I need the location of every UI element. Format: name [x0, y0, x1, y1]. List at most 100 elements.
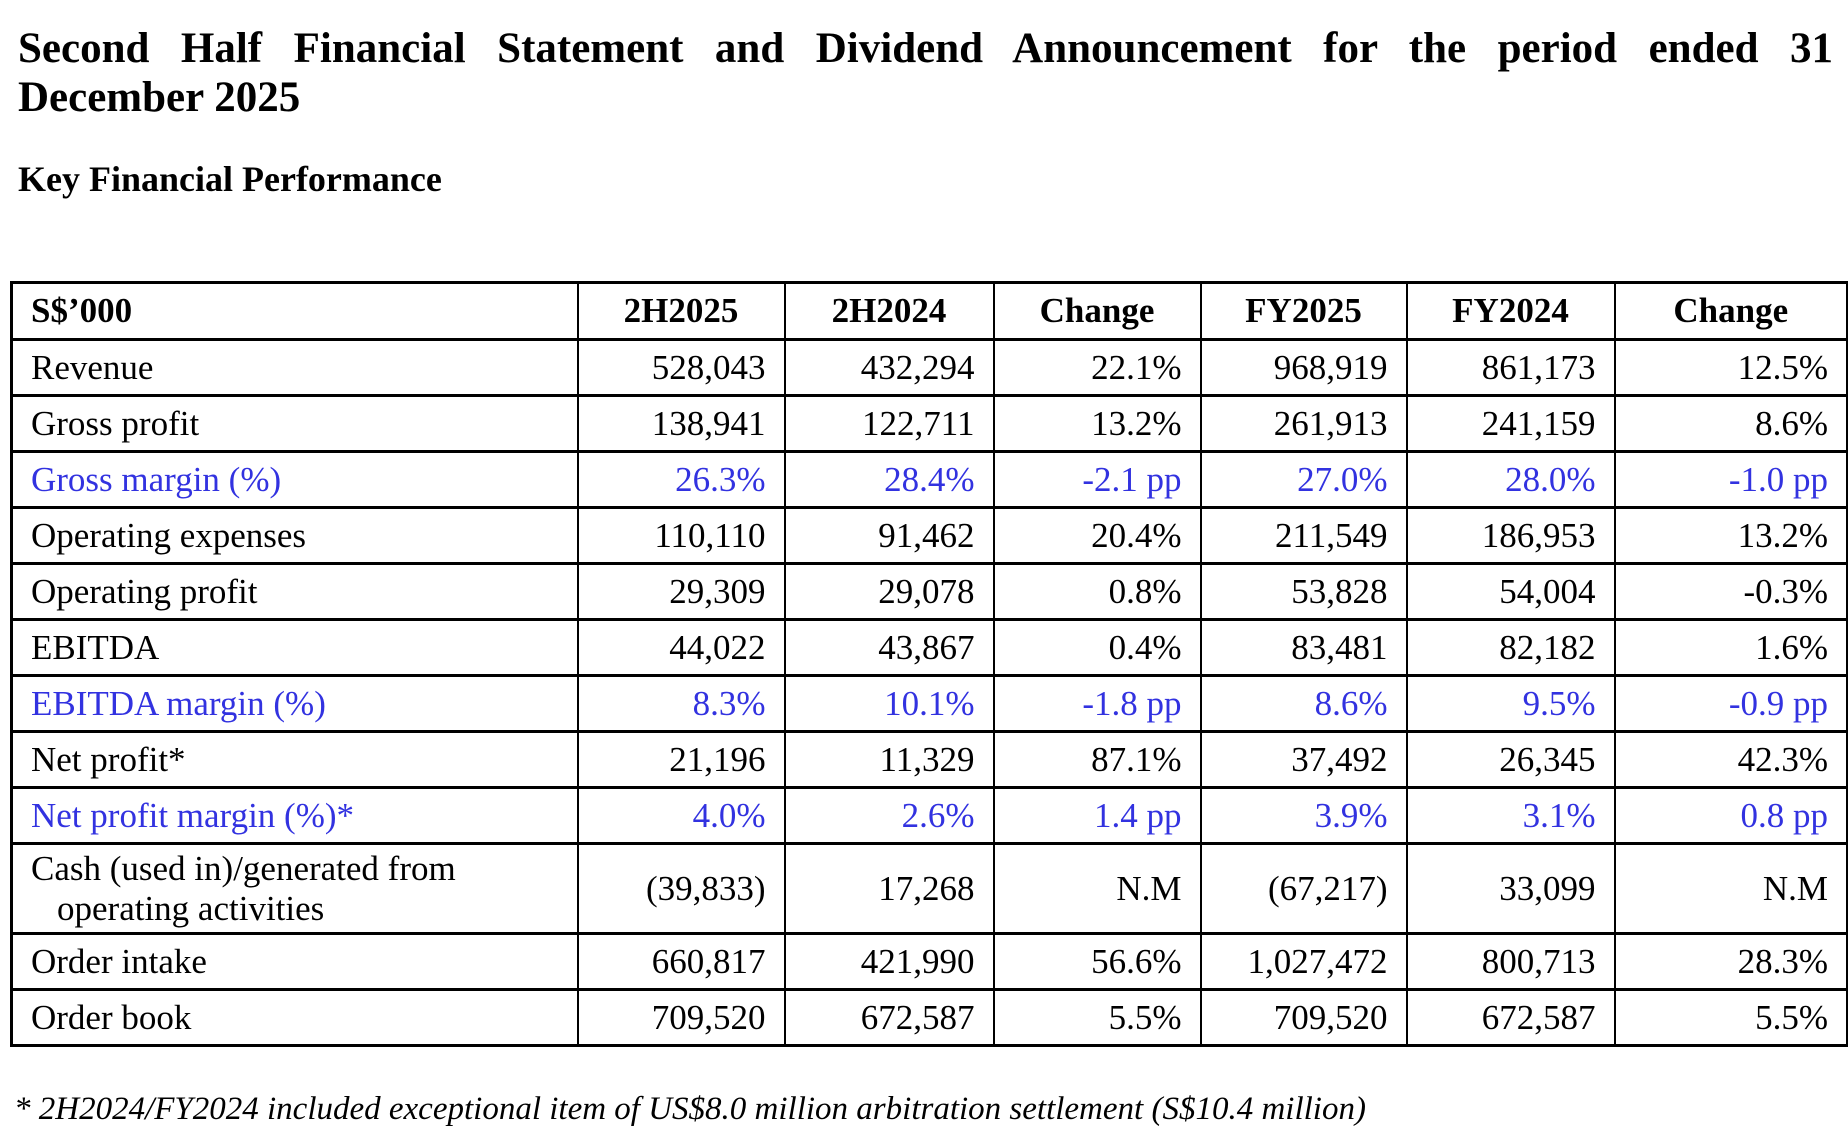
footnote: * 2H2024/FY2024 included exceptional ite… [14, 1091, 1366, 1127]
cell-value: 17,268 [783, 842, 995, 935]
column-header-fy2025: FY2025 [1199, 281, 1408, 341]
cell-value: 421,990 [783, 932, 995, 991]
cell-value: 1.6% [1613, 618, 1848, 677]
cell-value: 29,309 [576, 562, 786, 621]
cell-value: N.M [1613, 842, 1848, 935]
table-row: EBITDA margin (%) 8.3% 10.1% -1.8 pp 8.6% 9.5… [10, 674, 1848, 733]
section-heading: Key Financial Performance [18, 159, 442, 199]
cell-value: 709,520 [1199, 988, 1408, 1047]
row-label: Order intake [10, 932, 579, 991]
row-label: Net profit* [10, 730, 579, 789]
cell-value: 9.5% [1405, 674, 1616, 733]
table-row: Revenue 528,043 432,294 22.1% 968,919 861,173… [10, 338, 1848, 397]
cell-value: 13.2% [1613, 506, 1848, 565]
cell-value: 20.4% [992, 506, 1202, 565]
row-label: Revenue [10, 338, 579, 397]
row-label: EBITDA margin (%) [10, 674, 579, 733]
cell-value: 44,022 [576, 618, 786, 677]
document-title-line-1: Second Half Financial Statement and Divi… [18, 25, 1833, 72]
cell-value: -0.9 pp [1613, 674, 1848, 733]
row-label: Gross profit [10, 394, 579, 453]
cell-value: 87.1% [992, 730, 1202, 789]
column-header-2h2025: 2H2025 [576, 281, 786, 341]
cell-value: 672,587 [783, 988, 995, 1047]
cell-value: 5.5% [992, 988, 1202, 1047]
cell-value: 56.6% [992, 932, 1202, 991]
cell-value: 82,182 [1405, 618, 1616, 677]
table-row: Gross margin (%) 26.3% 28.4% -2.1 pp 27.0% 28… [10, 450, 1848, 509]
cell-value: 8.6% [1613, 394, 1848, 453]
column-header-fy2024: FY2024 [1405, 281, 1616, 341]
table-row: Order intake 660,817 421,990 56.6% 1,027,472… [10, 932, 1848, 991]
cell-value: 27.0% [1199, 450, 1408, 509]
cell-value: 110,110 [576, 506, 786, 565]
cell-value: 8.3% [576, 674, 786, 733]
cell-value: 2.6% [783, 786, 995, 845]
row-label: Cash (used in)/generated from operating a… [10, 842, 579, 935]
cell-value: 122,711 [783, 394, 995, 453]
cell-value: 28.4% [783, 450, 995, 509]
cell-value: 26.3% [576, 450, 786, 509]
table-row: Cash (used in)/generated from operating a… [10, 842, 1848, 935]
cell-value: -2.1 pp [992, 450, 1202, 509]
cell-value: 22.1% [992, 338, 1202, 397]
cell-value: 33,099 [1405, 842, 1616, 935]
cell-value: 42.3% [1613, 730, 1848, 789]
cell-value: 83,481 [1199, 618, 1408, 677]
cell-value: 3.1% [1405, 786, 1616, 845]
row-label: EBITDA [10, 618, 579, 677]
cell-value: 186,953 [1405, 506, 1616, 565]
column-header-change-halfyear: Change [992, 281, 1202, 341]
table-row: Net profit* 21,196 11,329 87.1% 37,492 26,345… [10, 730, 1848, 789]
cell-value: 8.6% [1199, 674, 1408, 733]
cell-value: 211,549 [1199, 506, 1408, 565]
row-label: Gross margin (%) [10, 450, 579, 509]
column-header-unit: S$’000 [10, 281, 579, 341]
table-row: Gross profit 138,941 122,711 13.2% 261,913 24… [10, 394, 1848, 453]
cell-value: 29,078 [783, 562, 995, 621]
cell-value: (67,217) [1199, 842, 1408, 935]
column-header-2h2024: 2H2024 [783, 281, 995, 341]
column-header-change-fullyear: Change [1613, 281, 1848, 341]
cell-value: -0.3% [1613, 562, 1848, 621]
cell-value: 13.2% [992, 394, 1202, 453]
cell-value: 0.8 pp [1613, 786, 1848, 845]
row-label: Operating profit [10, 562, 579, 621]
row-label: Operating expenses [10, 506, 579, 565]
cell-value: 0.4% [992, 618, 1202, 677]
cell-value: 11,329 [783, 730, 995, 789]
row-label: Net profit margin (%)* [10, 786, 579, 845]
document-title-line-2: December 2025 [18, 74, 301, 121]
table-row: Order book 709,520 672,587 5.5% 709,520 672,5… [10, 988, 1848, 1047]
table-row: EBITDA 44,022 43,867 0.4% 83,481 82,182 1.6% [10, 618, 1848, 677]
cell-value: 10.1% [783, 674, 995, 733]
cell-value: 241,159 [1405, 394, 1616, 453]
cell-value: 660,817 [576, 932, 786, 991]
cell-value: (39,833) [576, 842, 786, 935]
cell-value: 861,173 [1405, 338, 1616, 397]
cell-value: 1.4 pp [992, 786, 1202, 845]
table-row: Operating profit 29,309 29,078 0.8% 53,828 54… [10, 562, 1848, 621]
cell-value: 528,043 [576, 338, 786, 397]
cell-value: 432,294 [783, 338, 995, 397]
cell-value: 968,919 [1199, 338, 1408, 397]
key-financial-performance-table: S$’000 2H2025 2H2024 Change FY2025 FY202… [10, 281, 1848, 1047]
cell-value: 261,913 [1199, 394, 1408, 453]
cell-value: 1,027,472 [1199, 932, 1408, 991]
cell-value: 37,492 [1199, 730, 1408, 789]
cell-value: 54,004 [1405, 562, 1616, 621]
cell-value: 91,462 [783, 506, 995, 565]
document-title: Second Half Financial Statement and Divi… [18, 24, 1833, 122]
cell-value: 43,867 [783, 618, 995, 677]
cell-value: 26,345 [1405, 730, 1616, 789]
cell-value: 800,713 [1405, 932, 1616, 991]
cell-value: 709,520 [576, 988, 786, 1047]
cell-value: 0.8% [992, 562, 1202, 621]
cell-value: 5.5% [1613, 988, 1848, 1047]
cell-value: 3.9% [1199, 786, 1408, 845]
table-row: Net profit margin (%)* 4.0% 2.6% 1.4 pp 3.9%… [10, 786, 1848, 845]
cell-value: 53,828 [1199, 562, 1408, 621]
row-label: Order book [10, 988, 579, 1047]
cell-value: -1.0 pp [1613, 450, 1848, 509]
